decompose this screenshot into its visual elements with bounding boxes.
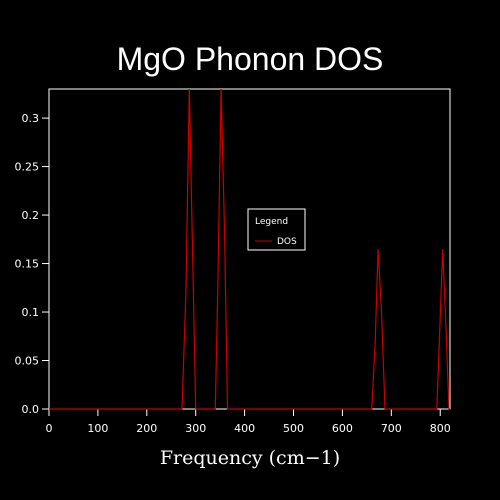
x-tick-label: 100 bbox=[87, 422, 108, 435]
x-tick-label: 400 bbox=[234, 422, 255, 435]
x-tick-label: 500 bbox=[283, 422, 304, 435]
y-tick-label: 0.2 bbox=[22, 209, 40, 222]
x-tick-label: 200 bbox=[136, 422, 157, 435]
x-tick-label: 300 bbox=[185, 422, 206, 435]
legend-entry: DOS bbox=[277, 237, 297, 247]
x-axis-label: Frequency (cm−1) bbox=[160, 447, 340, 469]
x-tick-label: 600 bbox=[332, 422, 353, 435]
x-tick-label: 0 bbox=[46, 422, 53, 435]
y-tick-label: 0.0 bbox=[22, 403, 40, 416]
series-layer bbox=[49, 88, 450, 410]
series-line-dos bbox=[49, 88, 450, 410]
legend-box bbox=[247, 208, 306, 251]
y-tick-label: 0.15 bbox=[15, 258, 40, 271]
axis-ticks: 0 100 200 300 400 500 600 700 800 0.0 0.05 0.1 0.15 0… bbox=[15, 112, 451, 435]
y-tick-label: 0.05 bbox=[15, 355, 40, 368]
chart-title: MgO Phonon DOS bbox=[117, 41, 384, 77]
legend: Legend DOS bbox=[247, 208, 306, 251]
x-tick-label: 800 bbox=[430, 422, 451, 435]
legend-title: Legend bbox=[255, 217, 288, 227]
x-tick-label: 700 bbox=[381, 422, 402, 435]
y-tick-label: 0.3 bbox=[22, 112, 40, 125]
y-tick-label: 0.1 bbox=[22, 306, 40, 319]
y-tick-label: 0.25 bbox=[15, 161, 40, 174]
plot-frame bbox=[48, 88, 451, 410]
